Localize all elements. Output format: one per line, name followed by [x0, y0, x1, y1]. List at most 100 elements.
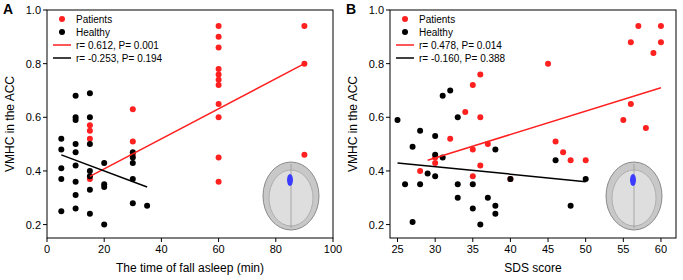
point: [477, 71, 483, 77]
legend-label: r= 0.478, P= 0.014: [419, 40, 502, 51]
point: [58, 146, 64, 152]
point: [216, 34, 222, 40]
point: [650, 50, 656, 56]
brain-roi: [287, 174, 293, 186]
point: [58, 208, 64, 214]
point: [216, 66, 222, 72]
point: [101, 184, 107, 190]
point: [73, 141, 79, 147]
y-axis-label: VMHC in the ACC: [3, 76, 17, 172]
y-tick: [43, 63, 47, 64]
x-tick: [585, 238, 586, 242]
legend: Patients Healthy r= 0.478, P= 0.014 r= -0.1…: [396, 14, 506, 64]
point: [87, 211, 93, 217]
x-tick-label: 30: [429, 243, 441, 255]
point: [417, 168, 423, 174]
fit-line: [90, 64, 305, 177]
point: [462, 109, 468, 115]
legend-swatch: [402, 29, 408, 35]
x-tick-label: 50: [580, 243, 592, 255]
y-tick-label: 0.2: [369, 219, 384, 231]
x-tick: [472, 238, 473, 242]
point: [73, 117, 79, 123]
legend-label: Healthy: [76, 27, 110, 38]
brain-outline: [606, 162, 662, 230]
x-tick-label: 25: [391, 243, 403, 255]
y-tick-label: 0.4: [26, 165, 41, 177]
point: [568, 157, 574, 163]
fit-line: [61, 155, 147, 187]
y-tick-label: 0.6: [369, 111, 384, 123]
point: [73, 192, 79, 198]
plot-frame: [47, 10, 333, 238]
x-tick-label: 0: [44, 243, 50, 255]
x-tick: [660, 238, 661, 242]
brain-midline: [291, 164, 292, 228]
point: [492, 146, 498, 152]
legend-swatch: [59, 29, 65, 35]
brain-inset: [606, 162, 662, 230]
point: [101, 160, 107, 166]
x-tick: [548, 238, 549, 242]
y-tick-label: 1.0: [26, 4, 41, 16]
point: [643, 125, 649, 131]
legend-label: Patients: [419, 14, 455, 25]
x-tick: [275, 238, 276, 242]
legend-label: r= 0.612, P= 0.001: [76, 40, 159, 51]
point: [87, 141, 93, 147]
point: [455, 195, 461, 201]
y-tick: [386, 117, 390, 118]
x-tick-label: 80: [270, 243, 282, 255]
x-tick-label: 35: [467, 243, 479, 255]
fit-line: [428, 88, 661, 160]
x-tick-label: 40: [504, 243, 516, 255]
point: [101, 222, 107, 228]
brain-outline: [263, 162, 319, 230]
panel-label: A: [3, 1, 13, 17]
point: [144, 203, 150, 209]
brain-roi: [630, 174, 636, 186]
point: [432, 133, 438, 139]
point: [583, 157, 589, 163]
point: [492, 211, 498, 217]
point: [87, 128, 93, 134]
point: [455, 114, 461, 120]
point: [73, 149, 79, 155]
legend-label: Patients: [76, 14, 112, 25]
point: [410, 219, 416, 225]
point: [628, 101, 634, 107]
point: [507, 176, 513, 182]
point: [73, 163, 79, 169]
point: [216, 155, 222, 161]
x-axis-label: The time of fall asleep (min): [116, 261, 264, 275]
legend-swatch: [59, 16, 65, 22]
point: [620, 117, 626, 123]
point: [216, 23, 222, 29]
x-tick: [397, 238, 398, 242]
y-tick-label: 0.4: [369, 165, 384, 177]
point: [485, 195, 491, 201]
point: [658, 39, 664, 45]
point: [216, 77, 222, 83]
point: [447, 87, 453, 93]
point: [477, 163, 483, 169]
point: [130, 160, 136, 166]
x-tick-label: 55: [617, 243, 629, 255]
point: [301, 152, 307, 158]
point: [216, 45, 222, 51]
point: [395, 117, 401, 123]
point: [87, 122, 93, 128]
legend-label: r= -0.160, P= 0.388: [419, 53, 506, 64]
point: [58, 165, 64, 171]
figure: A0204060801000.20.40.60.81.0The time of …: [0, 0, 683, 280]
y-tick-label: 1.0: [369, 4, 384, 16]
brain-midline: [634, 164, 635, 228]
legend-label: Healthy: [419, 27, 453, 38]
point: [568, 203, 574, 209]
point: [73, 93, 79, 99]
legend-swatch: [53, 57, 71, 59]
point: [470, 181, 476, 187]
y-tick: [386, 224, 390, 225]
brain-inset: [263, 162, 319, 230]
point: [432, 160, 438, 166]
